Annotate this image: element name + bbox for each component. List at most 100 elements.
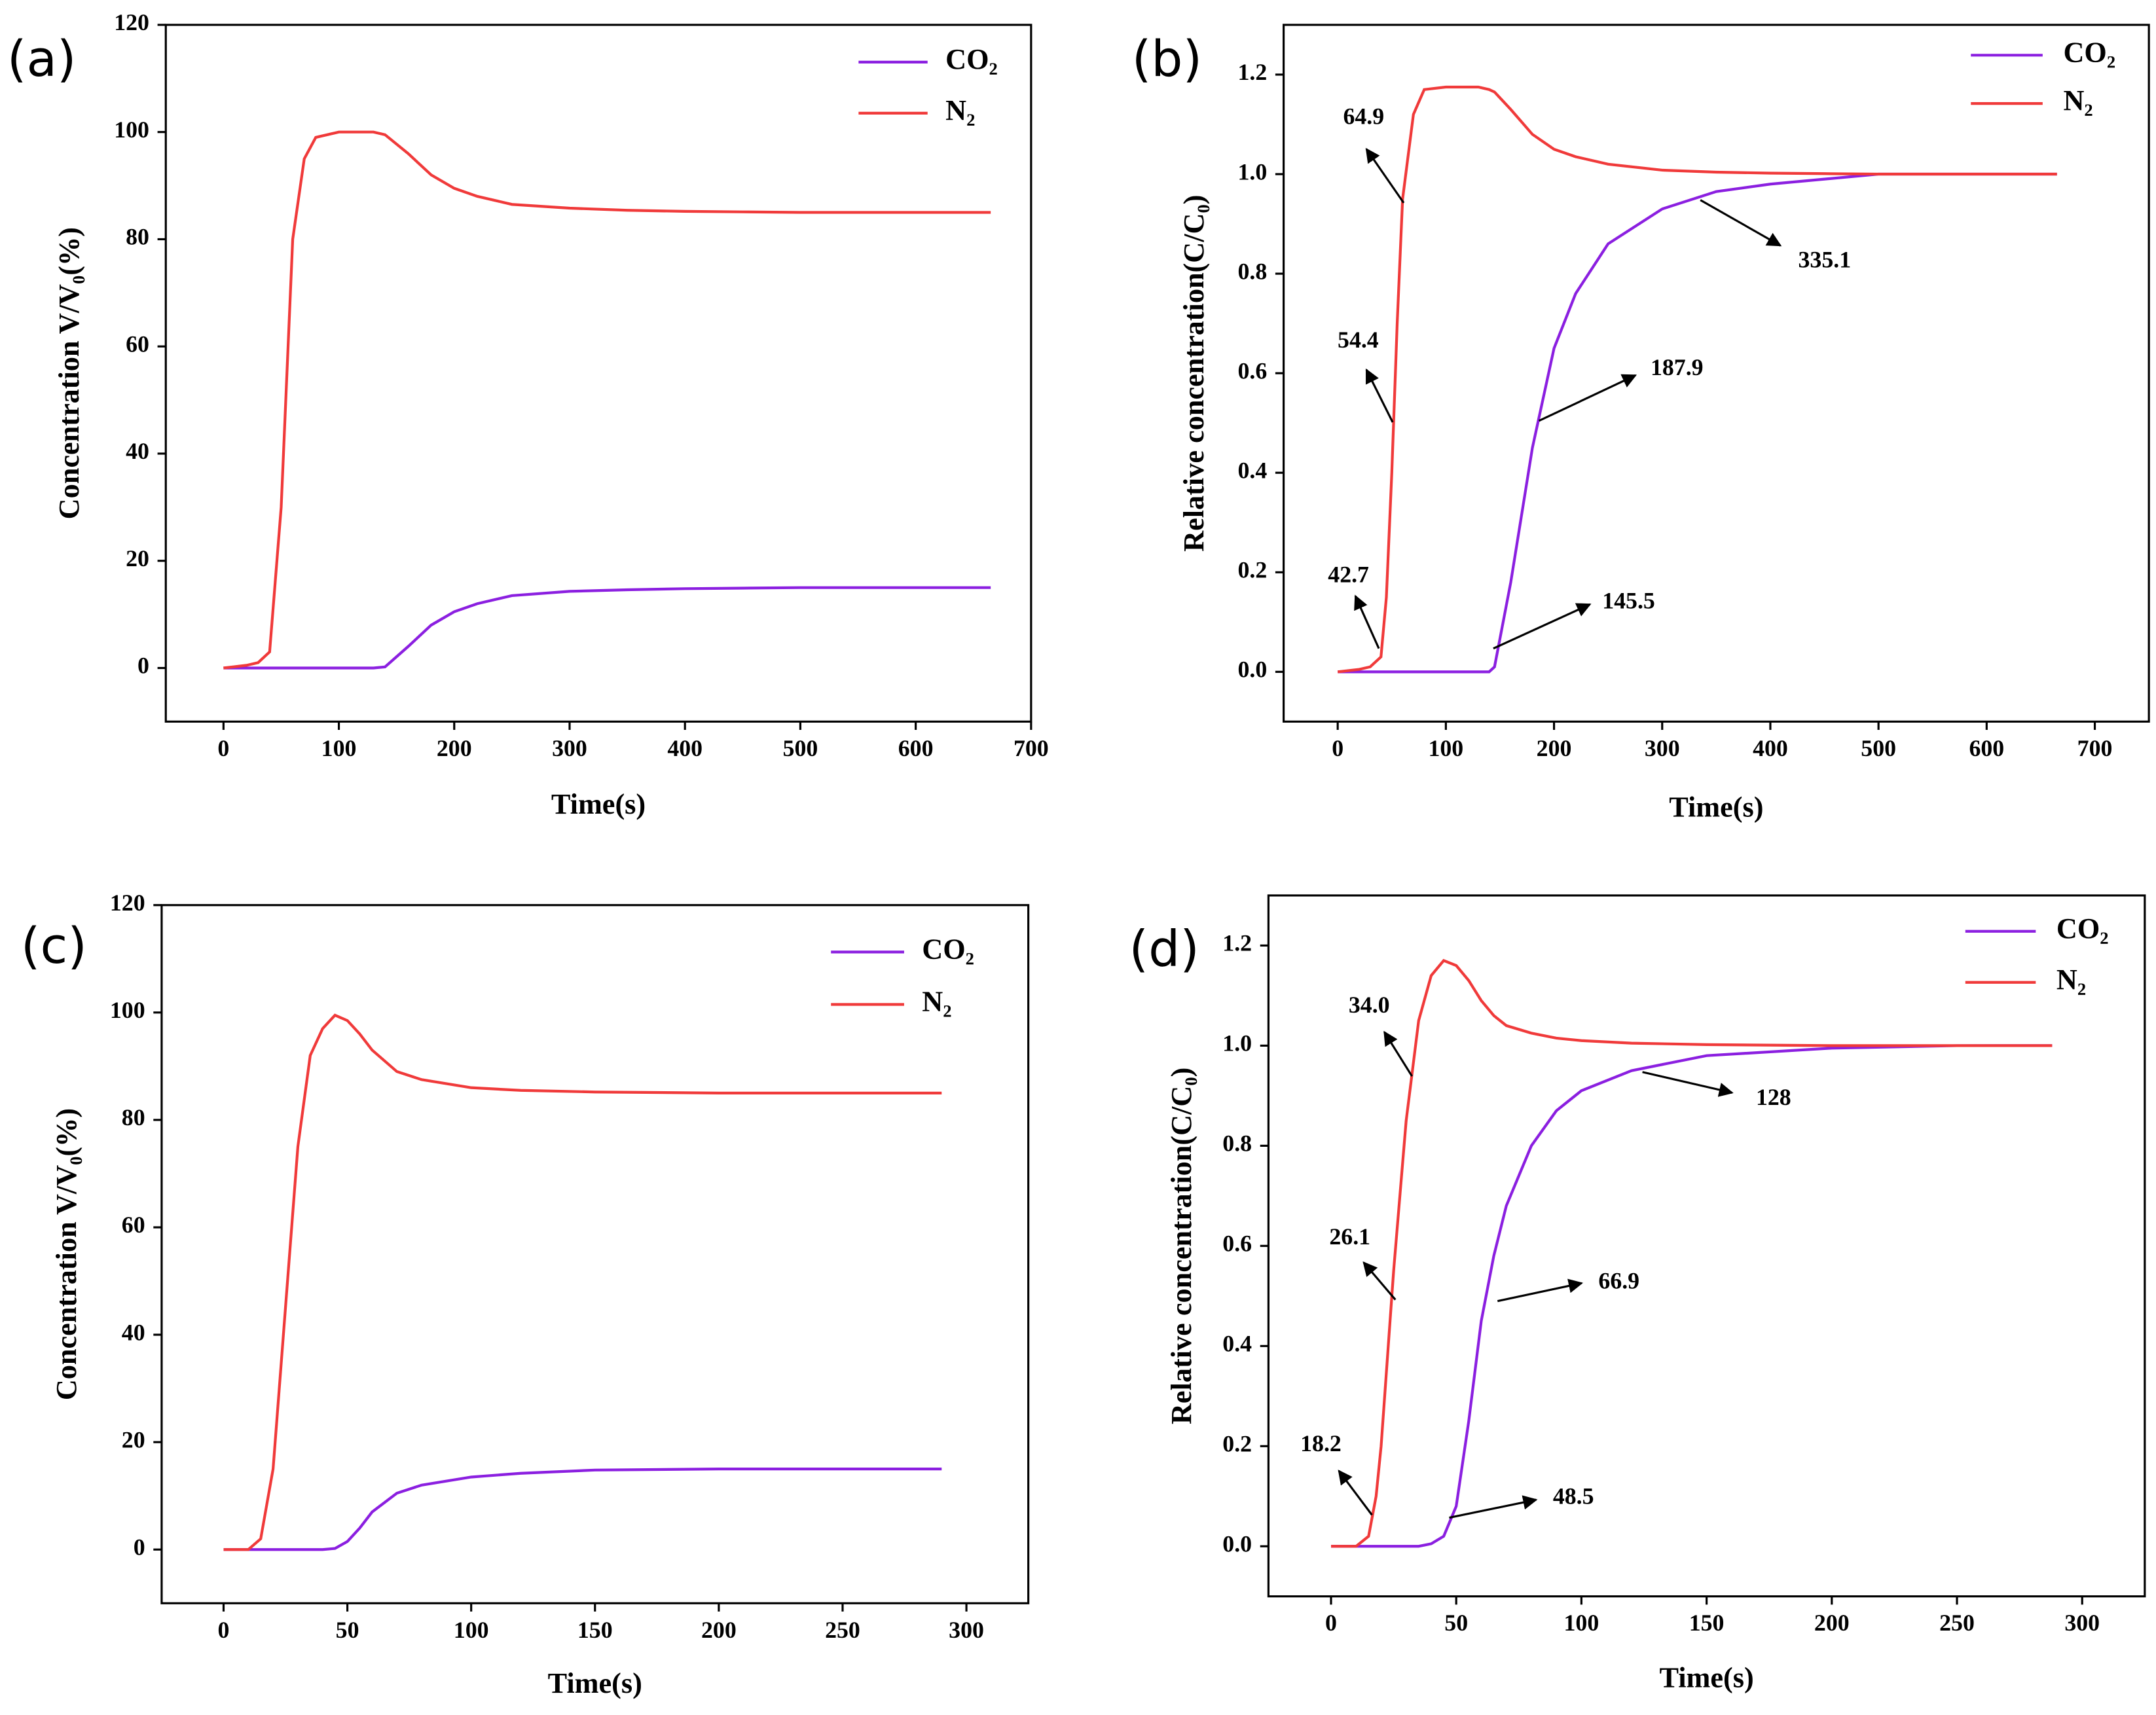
x-tick-label: 400	[1753, 735, 1788, 761]
x-tick-label: 100	[454, 1617, 489, 1643]
x-tick-label: 300	[1645, 735, 1680, 761]
annotation: 145.5	[1602, 587, 1655, 613]
annotation: 18.2	[1300, 1430, 1342, 1456]
legend-label: CO₂	[2063, 36, 2115, 68]
y-tick-label: 0.0	[1237, 657, 1267, 683]
data-line	[1338, 172, 2057, 674]
annotation-arrow	[1642, 1071, 1734, 1097]
y-tick-label: 1.2	[1222, 930, 1252, 956]
x-axis-title: Time(s)	[551, 788, 646, 820]
x-tick-label: 150	[577, 1617, 613, 1643]
plot-frame	[1282, 24, 2150, 723]
y-axis-title: Relative concentration(C/C₀)	[1178, 194, 1210, 551]
y-axis-title: Concentration V/V₀(%)	[50, 1108, 82, 1400]
y-tick-label: 100	[114, 117, 149, 143]
y-tick-label: 40	[126, 438, 149, 464]
y-tick-label: 0.2	[1222, 1430, 1252, 1456]
plot-frame	[1267, 894, 2146, 1598]
x-tick-label: 300	[2064, 1610, 2100, 1636]
y-tick-label: 0.4	[1237, 457, 1267, 483]
x-tick-label: 500	[783, 735, 818, 761]
y-tick-label: 60	[126, 331, 149, 357]
y-tick-label: 1.2	[1237, 59, 1267, 85]
x-tick-label: 0	[218, 1617, 230, 1643]
y-axis-title: Concentration V/V₀(%)	[53, 227, 85, 519]
legend-label: CO₂	[2056, 912, 2109, 945]
annotation: 66.9	[1598, 1267, 1639, 1293]
y-axis-title: Relative concentration(C/C₀)	[1165, 1068, 1197, 1424]
x-tick-label: 100	[1564, 1610, 1599, 1636]
x-tick-label: 0	[1325, 1610, 1337, 1636]
y-tick-label: 100	[110, 997, 145, 1023]
annotation: 128	[1756, 1084, 1791, 1110]
annotation-arrow	[1538, 374, 1637, 422]
annotation-arrow	[1362, 1261, 1397, 1301]
x-tick-label: 150	[1689, 1610, 1725, 1636]
annotation: 48.5	[1553, 1483, 1594, 1509]
x-axis-title: Time(s)	[1660, 1661, 1754, 1693]
x-tick-label: 100	[1428, 735, 1463, 761]
x-tick-label: 600	[1969, 735, 2004, 761]
x-tick-label: 50	[1444, 1610, 1468, 1636]
plot-frame	[160, 904, 1030, 1604]
data-line	[223, 586, 991, 670]
x-axis-title: Time(s)	[1669, 791, 1763, 823]
annotation: 335.1	[1799, 247, 1852, 273]
data-line	[1337, 85, 2057, 674]
x-tick-label: 300	[949, 1617, 984, 1643]
y-tick-label: 40	[122, 1319, 145, 1345]
y-tick-label: 0	[137, 653, 149, 679]
y-tick-label: 0.6	[1237, 357, 1267, 384]
legend-label: N₂	[2056, 964, 2086, 996]
annotation-arrow	[1700, 199, 1782, 247]
annotation: 64.9	[1343, 103, 1384, 129]
annotation: 26.1	[1329, 1223, 1370, 1250]
y-tick-label: 0.0	[1222, 1530, 1252, 1557]
x-tick-label: 200	[701, 1617, 737, 1643]
y-tick-label: 80	[126, 224, 149, 250]
y-tick-label: 80	[122, 1104, 145, 1130]
y-tick-label: 0.2	[1237, 557, 1267, 583]
legend-label: CO₂	[945, 43, 998, 75]
annotation-arrow	[1383, 1030, 1413, 1077]
data-line	[223, 1013, 942, 1551]
x-tick-label: 100	[321, 735, 357, 761]
annotation-arrow	[1497, 1278, 1584, 1303]
data-line	[1330, 1044, 2053, 1548]
legend-label: N₂	[945, 94, 975, 126]
annotation: 54.4	[1338, 327, 1379, 353]
annotation-arrow	[1365, 368, 1394, 423]
x-tick-label: 50	[336, 1617, 359, 1643]
y-tick-label: 1.0	[1237, 158, 1267, 185]
y-tick-label: 0.6	[1222, 1231, 1252, 1257]
annotation: 34.0	[1349, 992, 1390, 1018]
y-tick-label: 60	[122, 1212, 145, 1238]
x-tick-label: 0	[1332, 735, 1343, 761]
annotation-arrow	[1493, 603, 1592, 650]
legend-label: CO₂	[922, 933, 974, 966]
x-tick-label: 700	[2077, 735, 2113, 761]
annotation: 187.9	[1651, 354, 1704, 380]
x-tick-label: 300	[552, 735, 587, 761]
data-line	[223, 1468, 942, 1551]
panel-label: (b)	[1132, 30, 1202, 88]
panel-label: (c)	[21, 917, 87, 975]
panel-label: (d)	[1129, 920, 1199, 977]
panel-label: (a)	[7, 30, 77, 88]
x-tick-label: 200	[1814, 1610, 1850, 1636]
y-tick-label: 120	[110, 890, 145, 916]
annotation-arrow	[1338, 1470, 1373, 1516]
data-line	[223, 130, 991, 670]
x-tick-label: 250	[825, 1617, 860, 1643]
x-tick-label: 600	[898, 735, 934, 761]
x-tick-label: 400	[667, 735, 703, 761]
x-axis-title: Time(s)	[548, 1667, 642, 1699]
y-tick-label: 0.8	[1237, 258, 1267, 284]
annotation-arrow	[1354, 594, 1380, 649]
x-tick-label: 500	[1861, 735, 1896, 761]
y-tick-label: 1.0	[1222, 1030, 1252, 1056]
annotation-arrow	[1365, 147, 1405, 204]
annotation: 42.7	[1328, 561, 1369, 587]
